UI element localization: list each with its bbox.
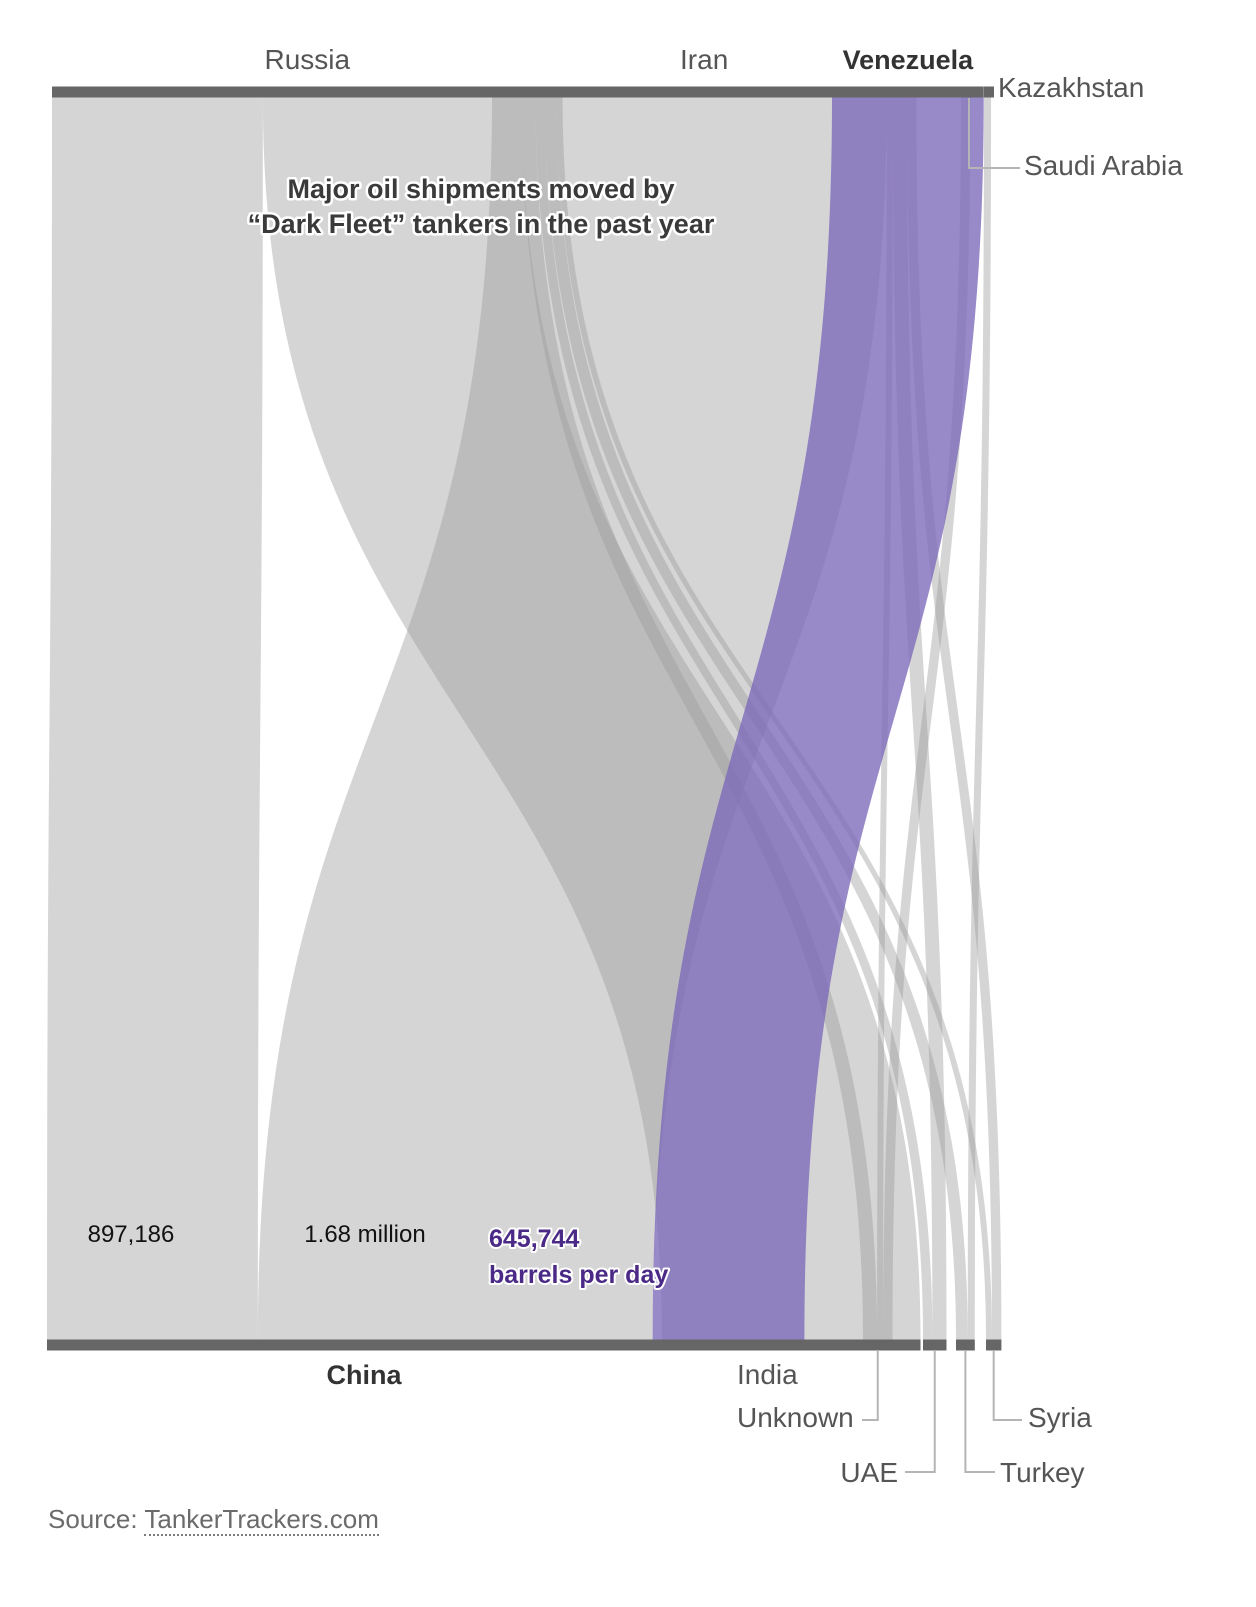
leader-syria [992, 1351, 1022, 1421]
source-label-iran: Iran [680, 44, 728, 75]
target-label-turkey: Turkey [1000, 1457, 1085, 1488]
flow-value-labels: 897,186 1.68 million 645,744 barrels per da… [88, 1221, 671, 1291]
flow-venezuela-to-china [652, 97, 984, 1340]
flow-iran-to-syria [906, 97, 1002, 1340]
source-node-iran [492, 86, 917, 98]
target-node-china [47, 1339, 805, 1351]
leader-saudi-arabia [968, 98, 1020, 169]
source-node-venezuela [832, 86, 984, 98]
source-label-saudi-arabia: Saudi Arabia [1024, 150, 1183, 181]
leader-uae [905, 1351, 936, 1473]
sankey-labels: Russia Iran Venezuela Saudi Arabia Kazakhsta… [264, 44, 1183, 1488]
sankey-nodes [47, 86, 1002, 1351]
flow-kazakhstan-to-turkey [967, 97, 992, 1340]
source-label-russia: Russia [264, 44, 350, 75]
chart-title-line-1: Major oil shipments moved by [287, 174, 674, 204]
flow-russia-to-unknown [521, 97, 878, 1340]
source-link[interactable]: TankerTrackers.com [144, 1504, 379, 1536]
flow-saudi-arabia-to-unknown [883, 97, 971, 1340]
source-label-venezuela: Venezuela [843, 45, 975, 75]
flow-russia-to-uae [535, 97, 933, 1340]
flow-russia-to-china [47, 97, 263, 1340]
target-label-uae: UAE [840, 1457, 898, 1488]
source-prefix: Source: [48, 1504, 145, 1534]
target-node-uae [923, 1339, 947, 1351]
target-label-syria: Syria [1028, 1402, 1092, 1433]
source-node-saudi-arabia [961, 86, 971, 98]
source-label-kazakhstan: Kazakhstan [998, 72, 1144, 103]
target-node-unknown [863, 1339, 893, 1351]
target-node-syria [986, 1339, 1002, 1351]
chart-title-line-2: “Dark Fleet” tankers in the past year [248, 209, 715, 239]
value-label-russia-china: 897,186 [88, 1221, 175, 1248]
source-node-kazakhstan [984, 86, 994, 98]
value-label-iran-china: 1.68 million [304, 1221, 425, 1248]
source-note: Source: TankerTrackers.com [48, 1504, 379, 1536]
value-sublabel-venezuela-china: barrels per day [489, 1261, 668, 1289]
target-node-india [662, 1339, 921, 1351]
value-label-venezuela-china: 645,744 [489, 1225, 579, 1253]
target-node-turkey [956, 1339, 975, 1351]
source-node-russia [52, 86, 563, 98]
leader-unknown [862, 1351, 879, 1421]
sankey-flows [47, 97, 1002, 1340]
leader-turkey [964, 1351, 995, 1473]
target-label-china: China [326, 1360, 402, 1390]
target-label-india: India [737, 1359, 798, 1390]
target-label-unknown: Unknown [737, 1402, 854, 1433]
flow-iran-to-china [257, 97, 887, 1340]
